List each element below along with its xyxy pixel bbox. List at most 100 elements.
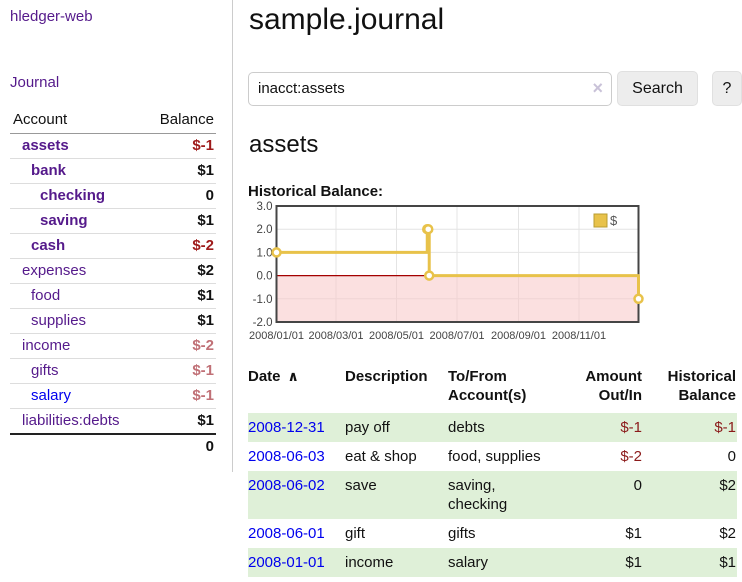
accounts-header-balance: Balance	[143, 111, 216, 134]
sidebar-account-link[interactable]: gifts	[31, 362, 59, 379]
page-title: sample.journal	[249, 3, 445, 36]
column-header-accounts: To/From Account(s)	[448, 368, 527, 404]
sidebar-item-journal[interactable]: Journal	[10, 74, 60, 91]
y-tick-label: 0.0	[257, 271, 273, 283]
transaction-amount: $1	[625, 525, 642, 542]
sidebar-account-link[interactable]: checking	[40, 187, 106, 204]
transaction-description: gift	[345, 525, 366, 542]
account-row: saving $1	[10, 208, 216, 234]
search-input-wrap: ×	[248, 71, 612, 106]
sidebar-account-balance: $-2	[143, 233, 216, 259]
transaction-accounts: saving, checking	[448, 477, 508, 513]
clear-search-icon[interactable]: ×	[592, 77, 603, 98]
sidebar-account-balance: 0	[143, 183, 216, 209]
column-header-date[interactable]: Date ∧	[248, 368, 299, 385]
y-tick-label: -2.0	[253, 317, 273, 329]
app-title-link[interactable]: hledger-web	[10, 8, 93, 25]
account-row: cash $-2	[10, 233, 216, 259]
x-tick-label: 2008/01/01	[249, 330, 304, 342]
sort-ascending-icon: ∧	[287, 368, 299, 384]
sidebar-account-balance: $2	[143, 258, 216, 284]
transaction-accounts: food, supplies	[448, 448, 541, 465]
search-input[interactable]	[248, 71, 612, 106]
accounts-total-row: 0	[10, 433, 216, 458]
transaction-date-link[interactable]: 2008-06-02	[248, 477, 325, 494]
y-tick-label: -1.0	[253, 294, 273, 306]
account-heading: assets	[249, 131, 319, 158]
column-header-description: Description	[345, 368, 428, 385]
accounts-table-header: Account Balance	[10, 111, 216, 134]
sidebar: hledger-web Journal Account Balance asse…	[0, 0, 233, 472]
x-tick-label: 2008/03/01	[308, 330, 363, 342]
transaction-date-link[interactable]: 2008-12-31	[248, 419, 325, 436]
sidebar-account-link[interactable]: food	[31, 287, 61, 304]
x-tick-label: 2008/07/01	[429, 330, 484, 342]
sidebar-account-link[interactable]: income	[22, 337, 71, 354]
transaction-balance: $2	[719, 477, 736, 494]
sidebar-account-balance: $-2	[143, 333, 216, 359]
negative-region	[276, 275, 639, 322]
account-row: gifts $-1	[10, 358, 216, 384]
sidebar-account-link[interactable]: liabilities:debts	[22, 412, 120, 429]
transaction-balance: $2	[719, 525, 736, 542]
x-tick-label: 2008/09/01	[491, 330, 546, 342]
column-header-amount: Amount Out/In	[585, 368, 642, 404]
historical-balance-label: Historical Balance:	[248, 183, 384, 200]
account-row: supplies $1	[10, 308, 216, 334]
transaction-description: pay off	[345, 419, 390, 436]
accounts-total-spacer	[10, 433, 144, 458]
account-row: checking 0	[10, 183, 216, 209]
transaction-balance: $1	[719, 554, 736, 571]
transactions-table: Date ∧ Description To/From Account(s) Amo…	[248, 365, 737, 577]
legend-swatch	[593, 213, 608, 228]
sidebar-account-balance: $-1	[143, 383, 216, 409]
main-content: sample.journal × Search ? assets Histori…	[248, 0, 742, 577]
transaction-row: 2008-12-31 pay off debts $-1 $-1	[248, 413, 737, 442]
sidebar-account-link[interactable]: supplies	[31, 312, 87, 329]
transactions-table-body: 2008-12-31 pay off debts $-1 $-1 2008-06-03 ea…	[248, 413, 737, 577]
transaction-accounts: debts	[448, 419, 485, 436]
data-point-marker	[423, 270, 435, 281]
column-header-balance: Historical Balance	[667, 368, 736, 404]
x-tick-label: 2008/05/01	[369, 330, 424, 342]
transaction-date-link[interactable]: 2008-06-01	[248, 525, 325, 542]
transaction-amount: $-1	[620, 419, 642, 436]
sidebar-account-link[interactable]: saving	[40, 212, 88, 229]
account-row: liabilities:debts $1	[10, 409, 216, 435]
account-row: salary $-1	[10, 383, 216, 409]
transaction-balance: $-1	[714, 419, 736, 436]
search-button[interactable]: Search	[617, 71, 698, 106]
transaction-row: 2008-06-02 save saving, checking 0 $2	[248, 471, 737, 519]
accounts-total-value: 0	[143, 433, 216, 458]
help-button[interactable]: ?	[712, 71, 742, 106]
account-row: food $1	[10, 283, 216, 309]
chart-svg: 2008/01/01 2008/03/01 2008/05/01 2008/07/01…	[249, 201, 644, 342]
sidebar-account-link[interactable]: expenses	[22, 262, 87, 279]
x-tick-label: 2008/11/01	[552, 330, 606, 342]
transactions-header-row: Date ∧ Description To/From Account(s) Amo…	[248, 365, 737, 413]
transaction-description: eat & shop	[345, 448, 417, 465]
transaction-date-link[interactable]: 2008-01-01	[248, 554, 325, 571]
sidebar-account-balance: $1	[197, 412, 214, 429]
sidebar-account-balance: $1	[143, 208, 216, 234]
sidebar-account-link[interactable]: bank	[31, 162, 67, 179]
historical-balance-chart[interactable]: 2008/01/01 2008/03/01 2008/05/01 2008/07/01…	[248, 201, 644, 345]
sidebar-account-link[interactable]: cash	[31, 237, 66, 254]
sidebar-account-balance: $1	[143, 308, 216, 334]
transaction-accounts: salary	[448, 554, 489, 571]
transaction-amount: 0	[633, 477, 642, 494]
transaction-row: 2008-01-01 income salary $1 $1	[248, 548, 737, 577]
sidebar-account-link[interactable]: assets	[22, 137, 69, 154]
transaction-description: save	[345, 477, 377, 494]
data-point-marker	[271, 247, 282, 258]
transaction-amount: $1	[625, 554, 642, 571]
transaction-date-link[interactable]: 2008-06-03	[248, 448, 325, 465]
sidebar-account-balance: $1	[143, 158, 216, 184]
accounts-table: Account Balance assets $-1 bank $1 checking 0…	[10, 111, 216, 458]
sidebar-account-balance: $-1	[143, 358, 216, 384]
transaction-accounts: gifts	[448, 525, 476, 542]
sidebar-account-balance: $1	[143, 283, 216, 309]
account-row: assets $-1	[10, 133, 216, 159]
transaction-amount: $-2	[620, 448, 642, 465]
sidebar-account-link[interactable]: salary	[31, 387, 72, 404]
